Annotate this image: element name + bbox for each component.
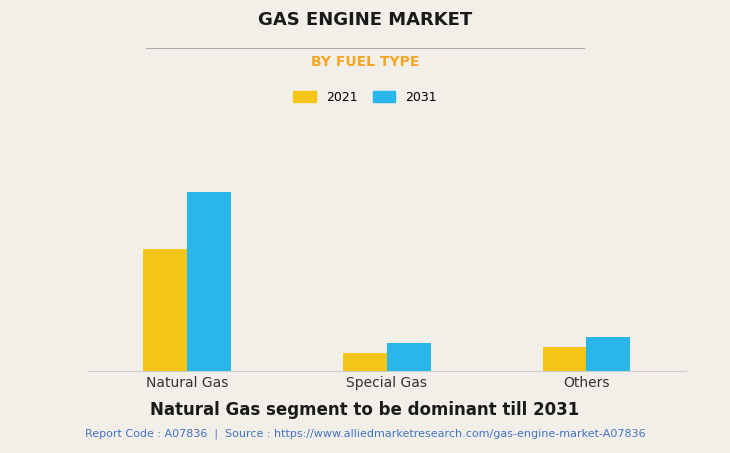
Bar <box>542 347 586 371</box>
Text: Natural Gas segment to be dominant till 2031: Natural Gas segment to be dominant till … <box>150 401 580 419</box>
Text: Report Code : A07836  |  Source : https://www.alliedmarketresearch.com/gas-engin: Report Code : A07836 | Source : https://… <box>85 428 645 439</box>
Bar <box>387 343 431 371</box>
Text: BY FUEL TYPE: BY FUEL TYPE <box>311 55 419 69</box>
Legend: 2021, 2031: 2021, 2031 <box>288 86 442 109</box>
Bar <box>188 192 231 371</box>
Bar <box>586 337 630 371</box>
Bar <box>343 352 387 371</box>
Bar <box>144 249 188 371</box>
Text: GAS ENGINE MARKET: GAS ENGINE MARKET <box>258 11 472 29</box>
